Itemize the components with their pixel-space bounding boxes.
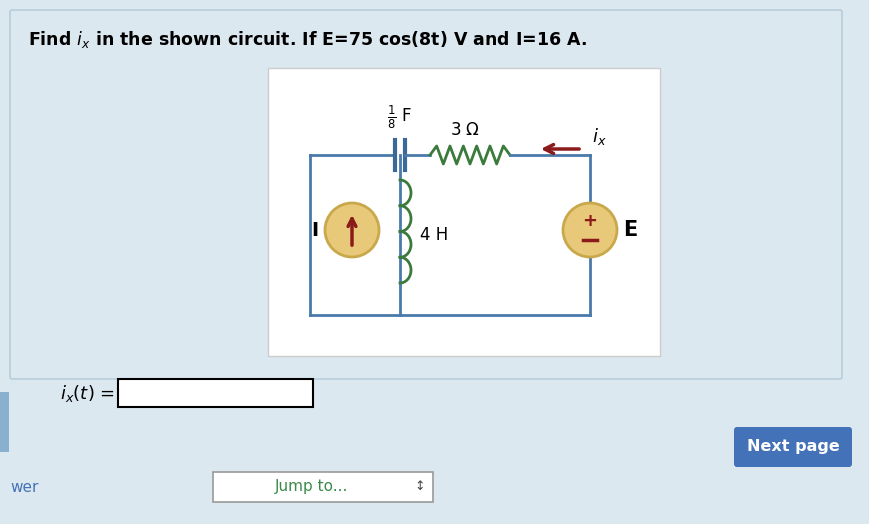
Text: Next page: Next page <box>746 440 839 454</box>
Bar <box>0 392 9 452</box>
FancyBboxPatch shape <box>733 427 851 467</box>
Text: 3 $\Omega$: 3 $\Omega$ <box>449 121 480 139</box>
Text: 4 H: 4 H <box>420 226 448 244</box>
Text: $\frac{1}{8}$ F: $\frac{1}{8}$ F <box>387 104 412 131</box>
Bar <box>118 379 313 407</box>
Text: Find $i_x$ in the shown circuit. If E=75 cos(8t) V and I=16 A.: Find $i_x$ in the shown circuit. If E=75… <box>28 29 587 50</box>
Text: Jump to...: Jump to... <box>275 479 348 495</box>
FancyBboxPatch shape <box>10 10 841 379</box>
Text: +: + <box>582 212 597 230</box>
Text: I: I <box>310 221 318 239</box>
Text: E: E <box>622 220 636 240</box>
Circle shape <box>325 203 379 257</box>
Circle shape <box>562 203 616 257</box>
Text: wer: wer <box>10 479 38 495</box>
Text: $i_x$: $i_x$ <box>591 126 606 147</box>
Text: ↕: ↕ <box>415 481 425 494</box>
Text: $i_x(t)$ =: $i_x(t)$ = <box>60 383 115 403</box>
Bar <box>213 472 433 502</box>
Bar <box>268 68 660 356</box>
